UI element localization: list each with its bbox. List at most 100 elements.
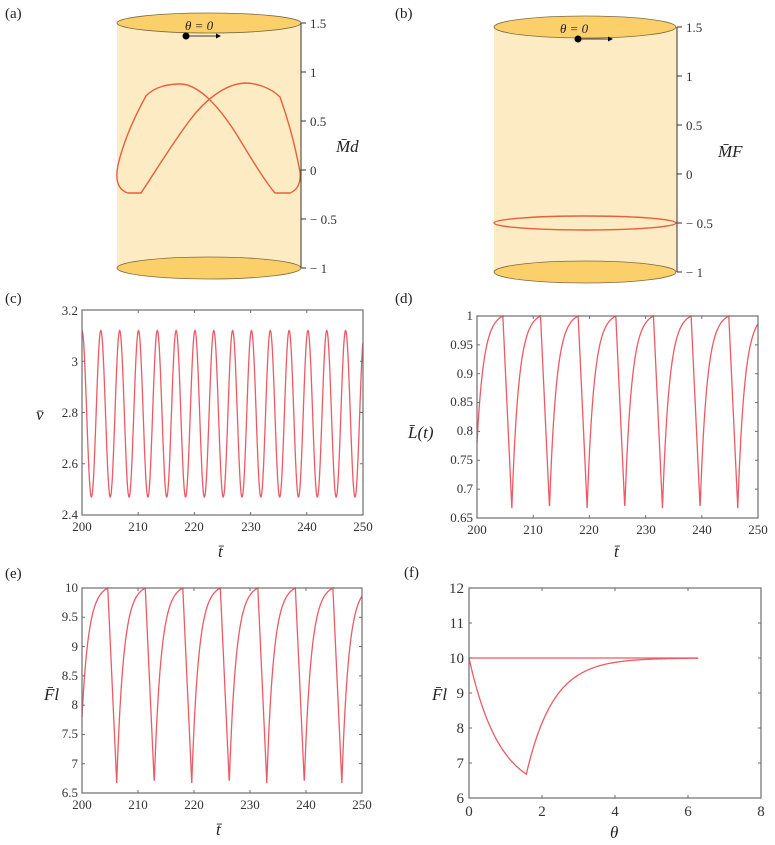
svg-text:1: 1 — [310, 65, 317, 80]
svg-text:200: 200 — [467, 522, 487, 537]
panel-d: (d) 0.65 0.7 0.75 0.8 0.85 0.9 0.95 1 20… — [395, 291, 768, 561]
data-line — [81, 586, 363, 784]
y-axis-title: M̄d — [335, 137, 359, 156]
svg-text:2.6: 2.6 — [62, 456, 79, 471]
y-axis-ticks: 2.4 2.6 2.8 3 3.2 — [62, 303, 79, 522]
svg-text:250: 250 — [353, 519, 373, 534]
theta-zero-annotation: θ = 0 — [560, 21, 589, 36]
svg-text:0: 0 — [465, 804, 473, 820]
svg-text:1: 1 — [467, 308, 474, 323]
svg-text:1.5: 1.5 — [310, 16, 326, 31]
panel-e: (e) 6.5 7 7.5 8 8.5 9 9.5 10 200 210 220… — [5, 566, 372, 839]
svg-text:10: 10 — [65, 580, 78, 595]
svg-text:9.5: 9.5 — [62, 609, 78, 624]
svg-text:7: 7 — [72, 756, 79, 771]
svg-text:7: 7 — [457, 756, 465, 772]
svg-text:8.5: 8.5 — [62, 668, 78, 683]
svg-text:210: 210 — [128, 797, 148, 812]
plot-frame — [468, 587, 762, 799]
plot-frame — [81, 587, 363, 794]
panel-label-e: (e) — [5, 566, 22, 582]
svg-text:220: 220 — [184, 519, 204, 534]
panel-a: (a) θ = 0 1.5 1 0.5 0 − 0.5 − 1 M̄d — [5, 6, 359, 280]
svg-text:1: 1 — [686, 69, 693, 84]
x-axis-ticks: 0 2 4 6 8 — [465, 804, 765, 820]
svg-text:2.8: 2.8 — [62, 405, 78, 420]
plot-area — [81, 586, 363, 793]
direction-arrow-icon — [216, 33, 221, 39]
svg-text:0.85: 0.85 — [450, 394, 473, 409]
svg-text:0: 0 — [686, 167, 693, 182]
svg-text:0.5: 0.5 — [686, 118, 702, 133]
svg-text:3: 3 — [72, 354, 79, 369]
svg-text:230: 230 — [636, 522, 656, 537]
svg-text:4: 4 — [611, 804, 619, 820]
x-axis-ticks: 200 210 220 230 240 250 — [72, 519, 373, 534]
svg-text:230: 230 — [240, 797, 260, 812]
x-axis-title: t̄ — [218, 542, 225, 561]
svg-text:240: 240 — [297, 519, 317, 534]
panel-c: (c) 2.4 2.6 2.8 3 3.2 200 210 220 230 24… — [5, 291, 373, 561]
svg-text:2: 2 — [538, 804, 546, 820]
panel-f: (f) 6 7 8 9 10 11 12 0 2 4 6 8 F̄l θ — [404, 565, 765, 842]
y-axis-ticks: 0.65 0.7 0.75 0.8 0.85 0.9 0.95 1 — [450, 308, 473, 525]
theta-zero-annotation: θ = 0 — [185, 18, 214, 33]
svg-text:− 0.5: − 0.5 — [686, 216, 713, 231]
svg-text:7.5: 7.5 — [62, 726, 78, 741]
x-axis-ticks: 200 210 220 230 240 250 — [467, 522, 768, 537]
x-axis-title: θ — [610, 823, 618, 842]
svg-text:0.5: 0.5 — [310, 114, 326, 129]
data-line — [476, 314, 759, 509]
svg-text:8: 8 — [72, 697, 79, 712]
x-axis-title: t̄ — [614, 542, 621, 561]
y-axis-title: v̄ — [36, 405, 44, 424]
panel-label-c: (c) — [5, 291, 22, 307]
y-axis-ticks: 1.5 1 0.5 0 − 0.5 − 1 — [677, 20, 713, 280]
plot-frame — [476, 315, 759, 519]
svg-text:10: 10 — [449, 651, 464, 667]
direction-arrow-icon — [608, 36, 613, 42]
svg-text:12: 12 — [449, 581, 464, 597]
y-axis-title: L̄(t) — [407, 423, 434, 442]
svg-text:6.5: 6.5 — [62, 785, 78, 800]
y-axis-ticks: 6 7 8 9 10 11 12 — [449, 581, 465, 807]
svg-text:220: 220 — [184, 797, 204, 812]
cylinder-body — [117, 23, 301, 268]
x-axis-title: t̄ — [216, 820, 223, 839]
y-axis-title: F̄l — [431, 685, 447, 704]
svg-text:0: 0 — [310, 163, 317, 178]
svg-text:8: 8 — [757, 804, 765, 820]
plot-frame — [81, 309, 364, 516]
cylinder-top-cap — [493, 15, 677, 39]
data-line — [81, 329, 364, 498]
svg-text:8: 8 — [457, 721, 465, 737]
svg-text:6: 6 — [684, 804, 692, 820]
panel-label-d: (d) — [395, 291, 413, 307]
svg-text:250: 250 — [748, 522, 768, 537]
svg-text:250: 250 — [352, 797, 372, 812]
svg-text:0.8: 0.8 — [457, 423, 473, 438]
y-axis-title: F̄l — [43, 685, 59, 704]
panel-label-a: (a) — [5, 6, 22, 22]
svg-text:2.4: 2.4 — [62, 507, 79, 522]
svg-text:− 1: − 1 — [686, 265, 703, 280]
plot-area — [81, 310, 364, 515]
cylinder-bottom-cap — [493, 260, 677, 284]
y-axis-ticks: 6.5 7 7.5 8 8.5 9 9.5 10 — [62, 580, 79, 800]
svg-text:− 0.5: − 0.5 — [310, 212, 337, 227]
svg-text:9: 9 — [72, 639, 79, 654]
svg-text:6: 6 — [457, 791, 465, 807]
svg-text:210: 210 — [523, 522, 543, 537]
svg-text:200: 200 — [72, 797, 92, 812]
svg-text:200: 200 — [72, 519, 92, 534]
trajectory-curve — [116, 82, 301, 194]
svg-text:230: 230 — [241, 519, 261, 534]
svg-text:3.2: 3.2 — [62, 303, 78, 318]
svg-text:0.9: 0.9 — [457, 366, 473, 381]
svg-text:240: 240 — [692, 522, 712, 537]
cylinder-bottom-cap — [116, 256, 302, 280]
plot-area — [476, 314, 759, 518]
svg-text:0.7: 0.7 — [457, 481, 474, 496]
y-axis-ticks: 1.5 1 0.5 0 − 0.5 − 1 — [301, 16, 337, 276]
svg-text:11: 11 — [450, 616, 464, 632]
